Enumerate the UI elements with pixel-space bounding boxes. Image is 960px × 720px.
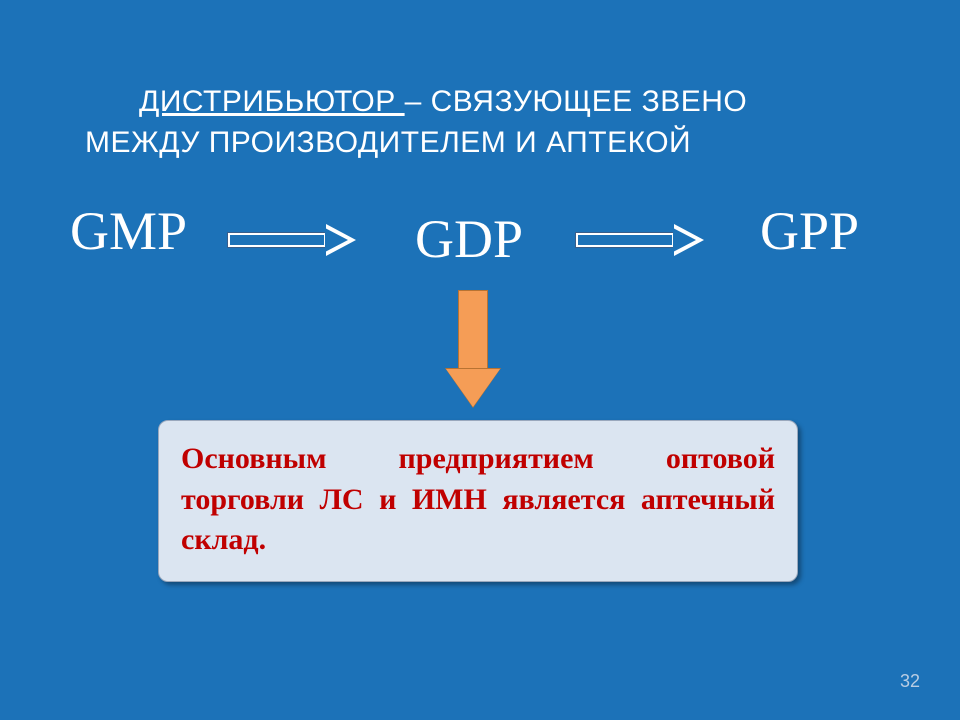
- info-box: Основным предприятием оптовой торговли Л…: [158, 420, 798, 582]
- page-number: 32: [900, 671, 920, 692]
- slide-title: ДИСТРИБЬЮТОР – СВЯЗУЮЩЕЕ ЗВЕНО МЕЖДУ ПРО…: [85, 82, 875, 163]
- info-box-text: Основным предприятием оптовой торговли Л…: [181, 442, 775, 556]
- flow-node-gmp: GMP: [70, 200, 187, 262]
- flow-row: GMP GDP GPP: [0, 200, 960, 280]
- title-line2: МЕЖДУ ПРОИЗВОДИТЕЛЕМ И АПТЕКОЙ: [85, 123, 875, 164]
- flow-node-gpp: GPP: [760, 200, 859, 262]
- flow-node-gdp: GDP: [415, 208, 523, 270]
- title-underlined-word: ДИСТРИБЬЮТОР: [139, 85, 405, 118]
- title-rest-line1: – СВЯЗУЮЩЕЕ ЗВЕНО: [405, 85, 748, 118]
- arrow-down-icon: [458, 290, 488, 370]
